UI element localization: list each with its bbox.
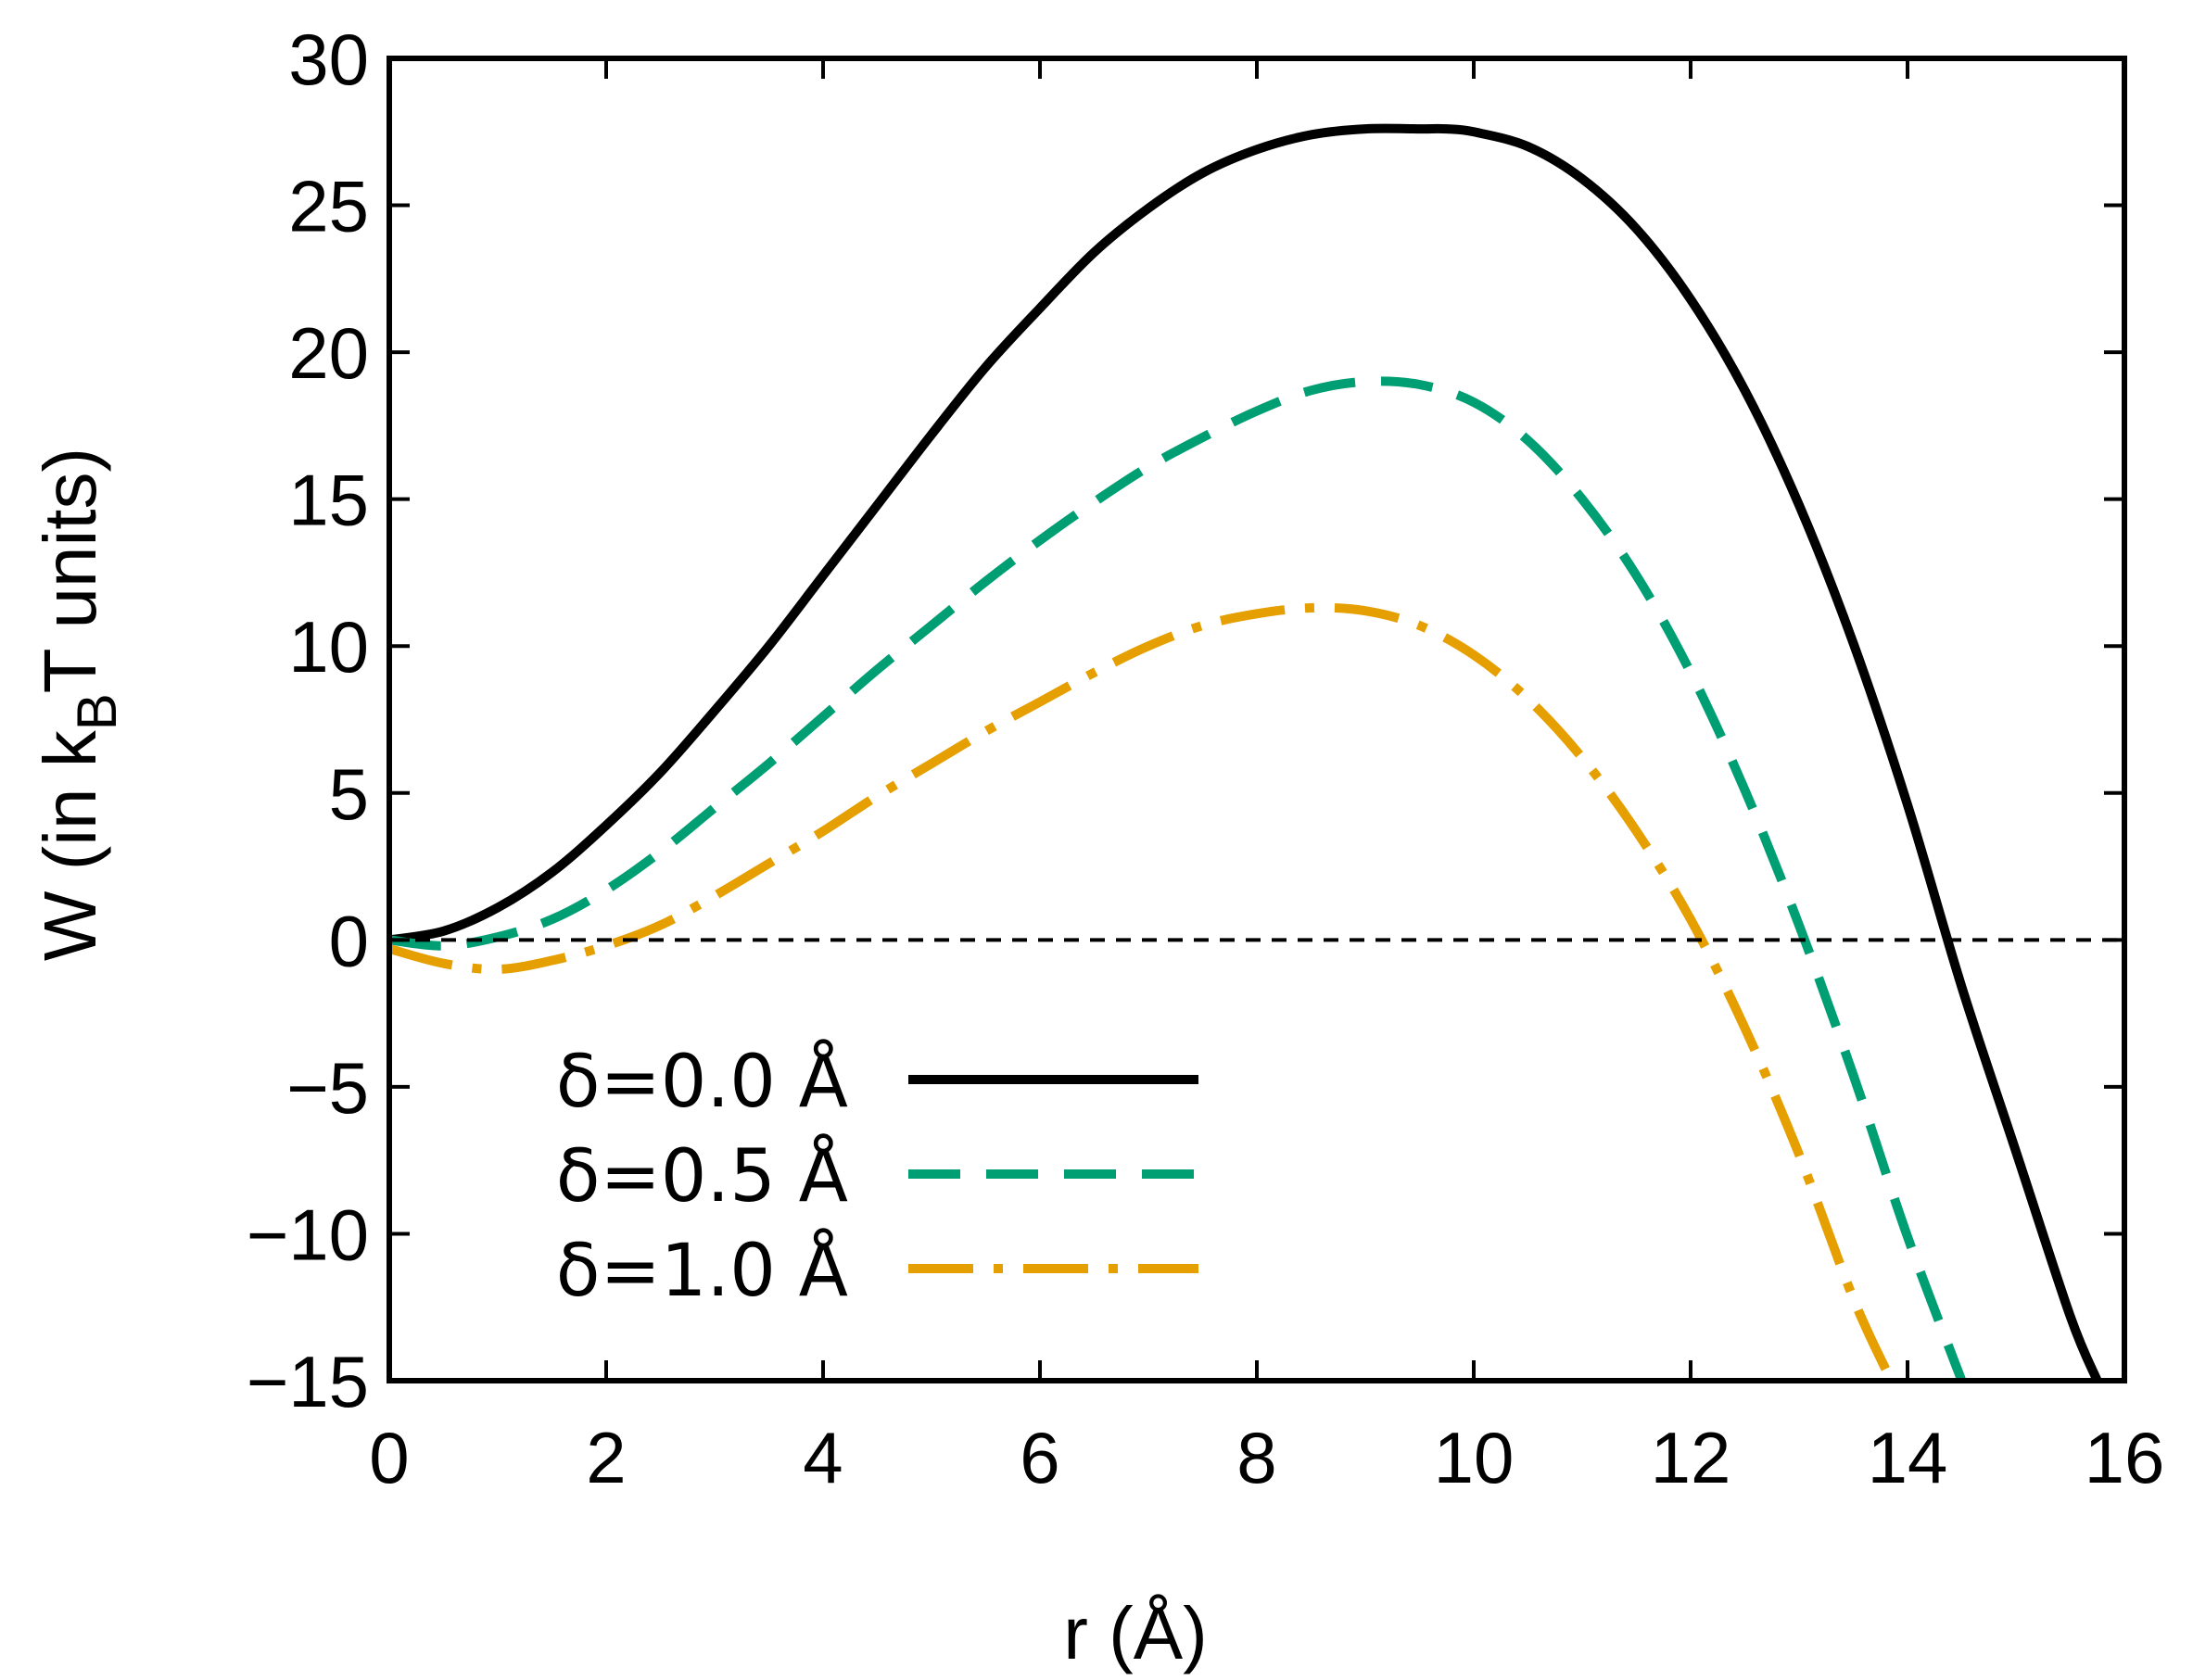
x-tick-label: 4 (803, 1417, 843, 1498)
y-tick-label: 15 (288, 460, 369, 541)
series-line-2 (387, 602, 1895, 1383)
y-tick-label: 20 (288, 312, 369, 394)
y-axis-title-subscript: B (66, 693, 128, 730)
y-axis-title: W (in kBT units) (29, 448, 128, 961)
plot-frame (387, 56, 2127, 1383)
y-axis-title-suffix: T units) (29, 448, 111, 693)
y-tick-label: 25 (288, 166, 369, 247)
y-tick-label: 0 (329, 900, 369, 981)
y-tick-label: 10 (288, 606, 369, 688)
x-tick-labels: 0 2 4 6 8 10 12 14 16 (369, 1417, 2164, 1498)
series-line-0 (388, 123, 2102, 1383)
y-tick-labels: −15 −10 −5 0 5 10 15 20 25 30 (247, 19, 369, 1422)
x-tick-label: 16 (2085, 1417, 2165, 1498)
x-tick-label: 14 (1868, 1417, 1948, 1498)
x-tick-label: 8 (1236, 1417, 1276, 1498)
x-tick-label: 0 (369, 1417, 409, 1498)
legend-label-delta-05: δ=0.5 Å (556, 1133, 848, 1219)
y-tick-label: 5 (329, 753, 369, 835)
x-tick-label: 12 (1651, 1417, 1731, 1498)
y-tick-label: 30 (288, 19, 369, 100)
legend: δ=0.0 Å δ=0.5 Å δ=1.0 Å (556, 1039, 1198, 1313)
y-tick-label: −10 (247, 1194, 369, 1275)
legend-label-delta-0: δ=0.0 Å (556, 1039, 848, 1124)
series-layer (387, 123, 2102, 1383)
legend-label-delta-10: δ=1.0 Å (556, 1228, 848, 1313)
y-tick-label: −5 (286, 1047, 369, 1129)
series-line-1 (388, 376, 1967, 1383)
x-tick-label: 10 (1434, 1417, 1515, 1498)
x-axis-title: r (Å) (1063, 1592, 1208, 1674)
y-axis-title-prefix: W (in k (29, 729, 111, 961)
x-tick-label: 2 (586, 1417, 626, 1498)
y-tick-label: −15 (247, 1341, 369, 1422)
x-tick-label: 6 (1020, 1417, 1059, 1498)
